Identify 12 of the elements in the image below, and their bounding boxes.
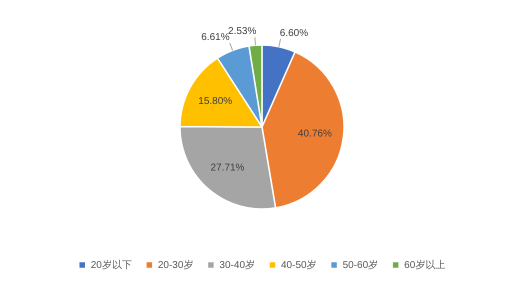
legend-label: 30-40岁 xyxy=(219,258,255,271)
data-label: 6.61% xyxy=(201,32,230,44)
data-label: 2.53% xyxy=(228,26,256,38)
legend-label: 40-50岁 xyxy=(281,258,317,271)
data-label: 6.60% xyxy=(280,28,308,39)
data-label: 40.76% xyxy=(298,128,332,140)
legend-label: 20-30岁 xyxy=(158,258,194,271)
data-label: 15.80% xyxy=(198,96,232,108)
data-label: 27.71% xyxy=(210,162,245,174)
legend-label: 20岁以下 xyxy=(90,258,132,271)
legend-label: 60岁以上 xyxy=(404,258,446,271)
legend-label: 50-60岁 xyxy=(342,258,378,271)
